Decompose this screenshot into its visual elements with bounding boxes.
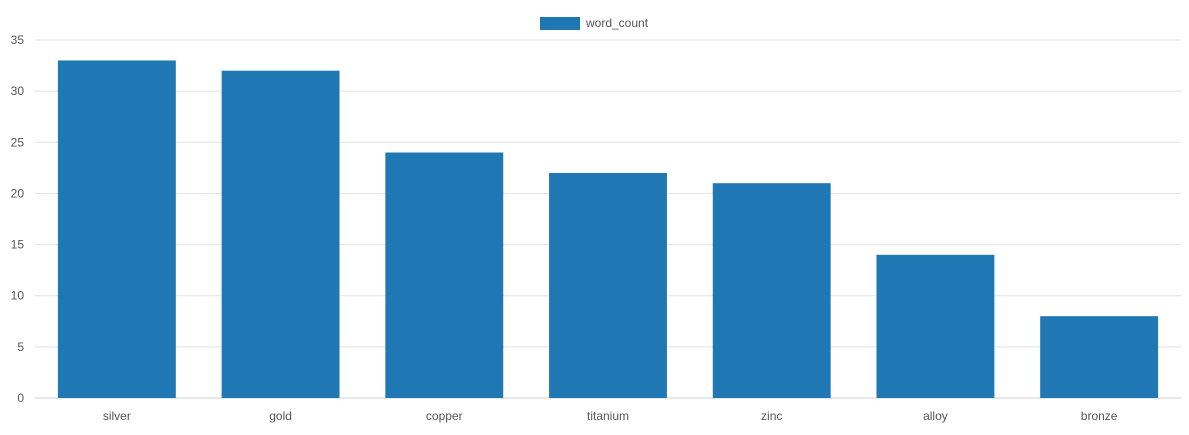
x-tick-label-titanium: titanium: [587, 409, 629, 423]
y-tick-label: 10: [11, 289, 25, 303]
legend[interactable]: word_count: [540, 16, 649, 30]
y-tick-label: 25: [11, 135, 25, 149]
x-tick-label-bronze: bronze: [1081, 409, 1118, 423]
y-tick-label: 30: [11, 84, 25, 98]
bar-gold[interactable]: [221, 70, 340, 398]
legend-swatch-word-count: [540, 17, 580, 30]
x-axis: silver gold copper titanium zinc alloy bronze: [103, 409, 1118, 423]
bar-copper[interactable]: [385, 152, 504, 398]
y-tick-label: 20: [11, 186, 25, 200]
y-tick-label: 15: [11, 238, 25, 252]
x-tick-label-alloy: alloy: [923, 409, 948, 423]
legend-label-word-count: word_count: [585, 16, 649, 30]
bar-silver[interactable]: [57, 60, 176, 398]
bar-zinc[interactable]: [712, 183, 831, 398]
x-tick-label-zinc: zinc: [761, 409, 782, 423]
bar-titanium[interactable]: [549, 172, 667, 398]
y-tick-label: 0: [17, 391, 24, 405]
x-tick-label-copper: copper: [426, 409, 463, 423]
y-tick-label: 5: [17, 340, 24, 354]
y-tick-label: 35: [11, 33, 25, 47]
bar-bronze[interactable]: [1040, 316, 1159, 398]
x-tick-label-gold: gold: [269, 409, 292, 423]
y-axis: 0 5 10 15 20 25 30 35: [11, 33, 25, 405]
bar-alloy[interactable]: [876, 254, 995, 398]
x-tick-label-silver: silver: [103, 409, 131, 423]
bars: [57, 60, 1159, 398]
